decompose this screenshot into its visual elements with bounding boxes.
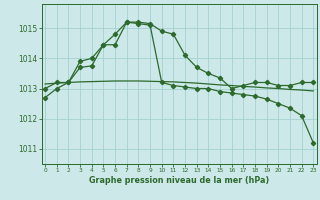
X-axis label: Graphe pression niveau de la mer (hPa): Graphe pression niveau de la mer (hPa) (89, 176, 269, 185)
